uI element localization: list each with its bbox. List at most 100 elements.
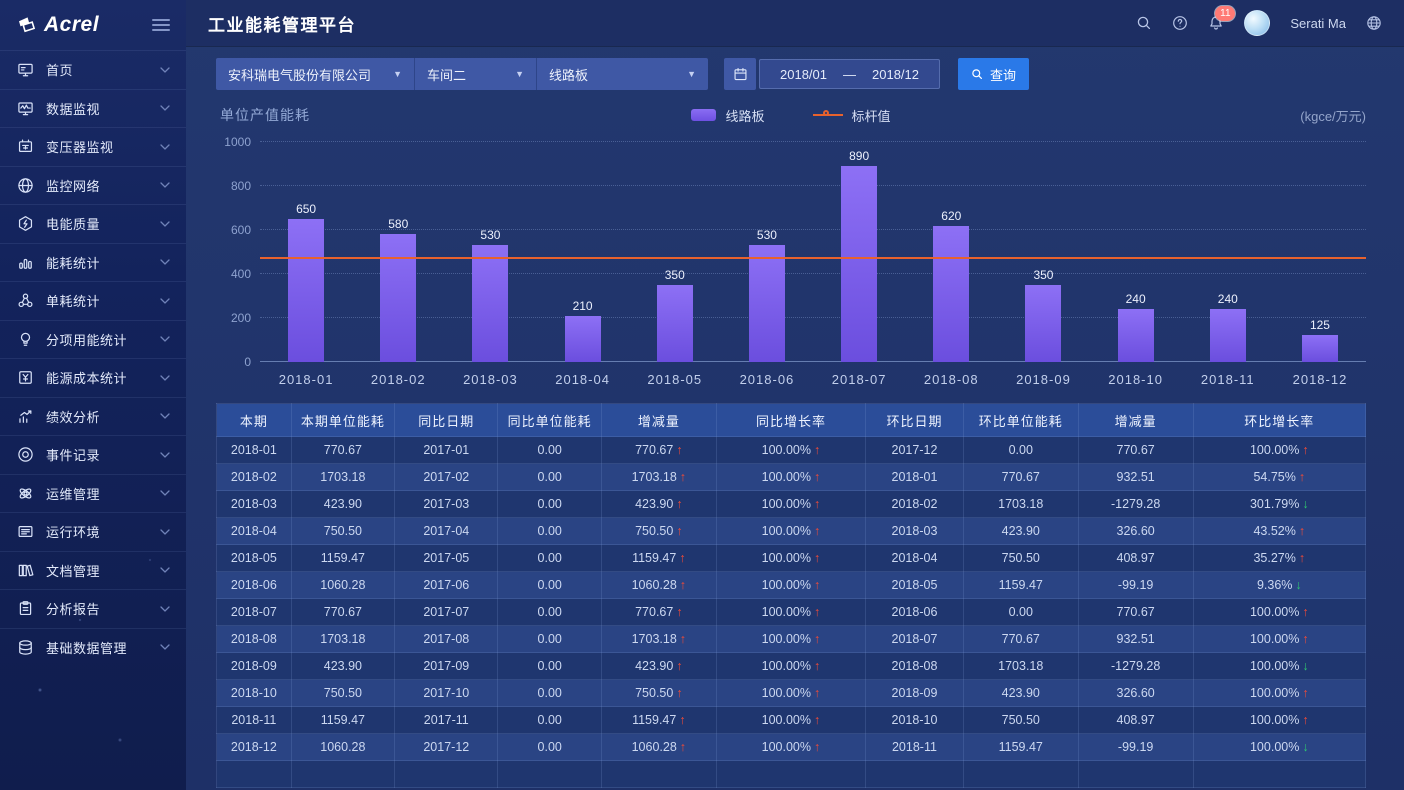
table-cell: 2017-04 — [394, 517, 499, 545]
table-cell: 2018-10 — [865, 706, 964, 734]
arrow-up-icon: ↑ — [814, 659, 821, 673]
sidebar-item-power-quality[interactable]: 电能质量 — [0, 204, 186, 243]
sidebar-item-ops-management[interactable]: 运维管理 — [0, 473, 186, 513]
table-cell: -99.19 — [1077, 733, 1194, 761]
arrow-up-icon: ↑ — [1298, 470, 1306, 484]
sidebar-item-label: 基础数据管理 — [46, 640, 128, 656]
sidebar-item-document-management[interactable]: 文档管理 — [0, 550, 186, 590]
sidebar-item-runtime-environment[interactable]: 运行环境 — [0, 512, 186, 551]
table-cell: 2018-03 — [865, 517, 964, 545]
legend-bar-swatch — [691, 109, 717, 121]
bar-value-label: 890 — [849, 149, 870, 164]
table-cell: 2017-02 — [394, 463, 499, 491]
table-row: 2018-12 1060.28 2017-12 0.00 1060.28 ↑ 100.00%… — [216, 733, 1366, 761]
table-cell — [865, 760, 964, 788]
energy-stats-icon — [16, 253, 34, 271]
topbar-actions: 11 Serati Ma — [1136, 6, 1382, 36]
arrow-up-icon: ↑ — [1302, 605, 1309, 619]
user-name[interactable]: Serati Ma — [1290, 15, 1346, 31]
sidebar-item-transformer-monitoring[interactable]: 变压器监视 — [0, 127, 186, 166]
menu-collapse-icon[interactable] — [152, 15, 170, 35]
table-cell: 326.60 — [1077, 517, 1194, 545]
sidebar-item-data-monitoring[interactable]: 数据监视 — [0, 88, 186, 128]
arrow-up-icon: ↑ — [1302, 443, 1309, 457]
sidebar-item-energy-cost[interactable]: 能源成本统计 — [0, 358, 186, 397]
query-button[interactable]: 查询 — [958, 58, 1030, 90]
date-range-input[interactable]: 2018/01 — 2018/12 — [759, 59, 940, 89]
table-cell: 0.00 — [497, 679, 602, 707]
table-cell: 2018-04 — [865, 544, 964, 572]
table-cell: 100.00% ↑ — [715, 436, 867, 464]
table-cell: 0.00 — [497, 517, 602, 545]
table-cell: 2017-12 — [394, 733, 499, 761]
sidebar-item-performance-analysis[interactable]: 绩效分析 — [0, 396, 186, 436]
chevron-down-icon — [160, 67, 170, 73]
table-cell: 2018-02 — [216, 463, 292, 491]
target-icon — [16, 446, 34, 464]
x-axis-tick: 2018-01 — [278, 372, 334, 387]
arrow-up-icon: ↑ — [1298, 524, 1306, 538]
bar — [380, 234, 417, 362]
company-select-value: 安科瑞电气股份有限公司 — [228, 67, 372, 83]
sidebar-item-home[interactable]: 首页 — [0, 50, 186, 89]
data-monitor-icon — [16, 99, 34, 117]
arrow-up-icon: ↑ — [814, 713, 821, 727]
arrow-up-icon: ↑ — [1302, 632, 1309, 646]
table-header-cell: 同比单位能耗 — [497, 403, 602, 437]
legend-item-benchmark[interactable]: 标杆值 — [812, 106, 891, 125]
chevron-down-icon — [160, 375, 170, 381]
bar-slot: 530 — [444, 142, 536, 362]
sidebar-item-subitem-energy[interactable]: 分项用能统计 — [0, 319, 186, 359]
table-cell: 770.67 — [1077, 598, 1194, 626]
sidebar-item-monitoring-network[interactable]: 监控网络 — [0, 165, 186, 205]
table-header-cell: 环比单位能耗 — [962, 403, 1079, 437]
arrow-down-icon: ↓ — [1302, 497, 1309, 511]
table-cell: 750.50 ↑ — [600, 679, 717, 707]
company-select[interactable]: 安科瑞电气股份有限公司 ▼ — [216, 58, 414, 90]
table-cell: 932.51 — [1077, 625, 1194, 653]
table-cell: 100.00% ↑ — [715, 544, 867, 572]
bar — [472, 245, 509, 362]
sidebar-item-label: 变压器监视 — [46, 140, 114, 156]
table-cell: 1703.18 ↑ — [600, 625, 717, 653]
table-cell: 35.27% ↑ — [1192, 544, 1366, 572]
avatar[interactable] — [1244, 10, 1271, 36]
chevron-down-icon — [160, 490, 170, 497]
table-cell: 100.00% ↑ — [715, 733, 867, 761]
table-cell: 1060.28 ↑ — [600, 733, 717, 761]
legend-line-swatch — [812, 110, 843, 116]
search-icon[interactable] — [1136, 15, 1152, 31]
table-row: 2018-04 750.50 2017-04 0.00 750.50 ↑ 100.00% ↑ 2… — [216, 517, 1366, 545]
workshop-select[interactable]: 车间二 ▼ — [414, 58, 536, 90]
calendar-icon[interactable] — [724, 58, 756, 90]
line-select[interactable]: 线路板 ▼ — [536, 58, 708, 90]
arrow-up-icon: ↑ — [814, 524, 821, 538]
sidebar-item-event-records[interactable]: 事件记录 — [0, 435, 186, 474]
table-cell: 1703.18 — [962, 490, 1079, 518]
bar-value-label: 620 — [941, 208, 962, 223]
table-cell: 2018-03 — [216, 490, 292, 518]
filter-select-group: 安科瑞电气股份有限公司 ▼ 车间二 ▼ 线路板 ▼ — [216, 58, 708, 90]
table-cell: 2018-09 — [865, 679, 964, 707]
globe-language-icon[interactable] — [1366, 15, 1382, 31]
sidebar-item-unit-consumption[interactable]: 单耗统计 — [0, 281, 186, 320]
sidebar-item-energy-statistics[interactable]: 能耗统计 — [0, 242, 186, 282]
arrow-up-icon: ↑ — [814, 470, 821, 484]
brand-logo: Acrel — [16, 13, 99, 37]
arrow-up-icon: ↑ — [814, 551, 821, 565]
filter-bar: 安科瑞电气股份有限公司 ▼ 车间二 ▼ 线路板 ▼ — [216, 58, 1384, 90]
arrow-down-icon: ↓ — [1302, 659, 1309, 673]
notifications-bell-icon[interactable]: 11 — [1208, 6, 1236, 31]
x-axis-tick: 2018-06 — [739, 372, 795, 387]
arrow-up-icon: ↑ — [814, 443, 821, 457]
table-cell: 100.00% ↓ — [1192, 733, 1366, 761]
sidebar-item-analysis-report[interactable]: 分析报告 — [0, 589, 186, 628]
legend-item-series[interactable]: 线路板 — [691, 106, 765, 125]
dropdown-arrow-icon: ▼ — [687, 69, 696, 79]
table-cell: 1703.18 — [290, 625, 396, 653]
table-cell: 301.79% ↓ — [1192, 490, 1366, 518]
bar — [1025, 285, 1062, 362]
help-icon[interactable] — [1172, 15, 1188, 31]
sidebar-item-base-data-management[interactable]: 基础数据管理 — [0, 627, 186, 667]
table-cell: 2018-11 — [216, 706, 292, 734]
